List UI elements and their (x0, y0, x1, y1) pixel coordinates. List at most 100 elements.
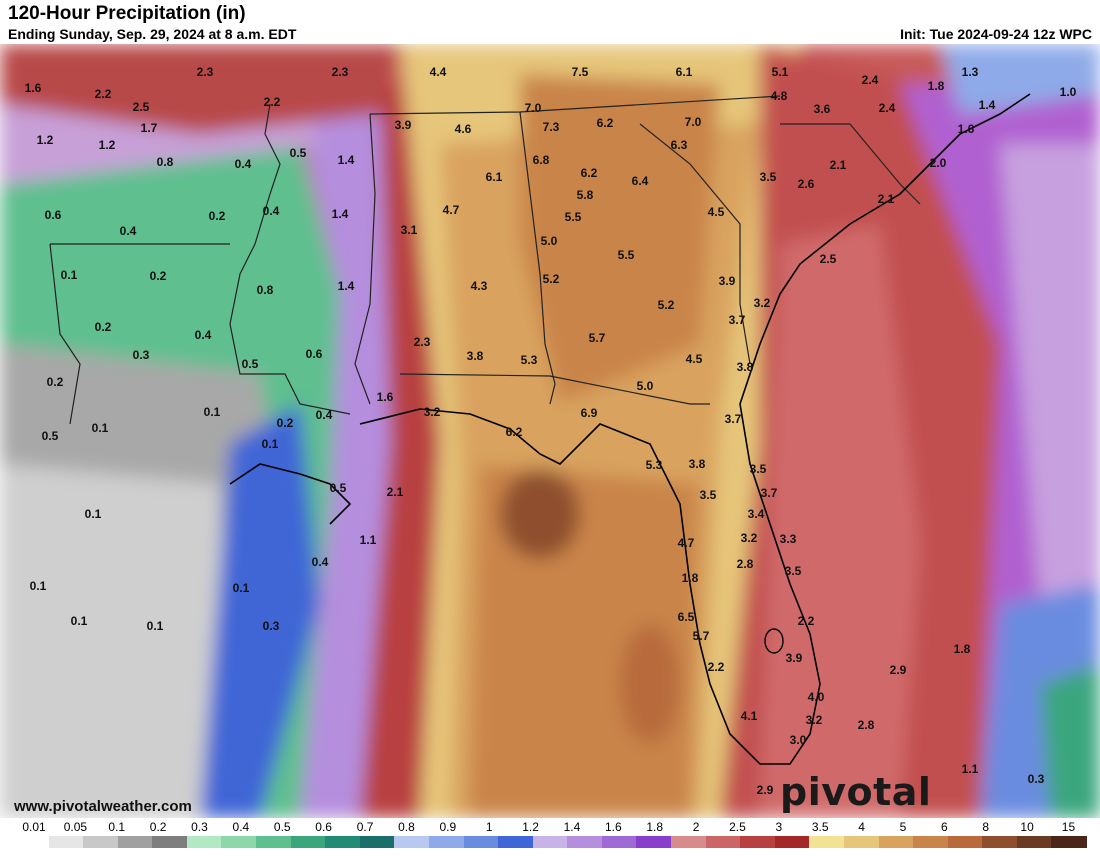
legend-swatch (498, 836, 535, 848)
legend-label: 0.2 (149, 820, 167, 834)
legend-label: 6 (940, 820, 948, 834)
legend-label: 1.6 (604, 820, 622, 834)
precip-value-label: 5.2 (658, 298, 675, 312)
precip-value-label: 3.5 (760, 170, 777, 184)
legend-swatch (774, 836, 811, 848)
precip-value-label: 0.2 (47, 375, 64, 389)
precip-value-label: 0.4 (312, 555, 329, 569)
precip-value-label: 2.2 (798, 614, 815, 628)
precip-value-label: 2.0 (930, 156, 947, 170)
precip-value-label: 0.2 (209, 209, 226, 223)
precip-value-label: 2.5 (820, 252, 837, 266)
precip-value-label: 2.3 (332, 65, 349, 79)
legend-label: 0.4 (232, 820, 250, 834)
legend-swatch (1051, 836, 1088, 848)
legend-swatch (48, 836, 85, 848)
precip-value-label: 4.0 (808, 690, 825, 704)
precip-value-label: 1.6 (377, 390, 394, 404)
precip-value-label: 1.4 (338, 279, 355, 293)
precip-value-label: 2.5 (133, 100, 150, 114)
precip-value-label: 2.3 (414, 335, 431, 349)
precip-value-label: 7.0 (685, 115, 702, 129)
precip-value-label: 0.3 (1028, 772, 1045, 786)
legend-label: 3.5 (811, 820, 829, 834)
legend-swatch (325, 836, 362, 848)
legend-label: 1 (485, 820, 493, 834)
init-time: Init: Tue 2024-09-24 12z WPC (900, 26, 1092, 42)
precip-value-label: 3.5 (700, 488, 717, 502)
precip-value-label: 5.3 (646, 458, 663, 472)
coastline (229, 93, 1031, 765)
legend-label: 1.2 (522, 820, 539, 834)
precip-value-label: 2.1 (387, 485, 404, 499)
legend-label: 0.05 (63, 820, 88, 834)
precip-value-label: 4.7 (443, 203, 460, 217)
precip-value-label: 6.8 (533, 153, 550, 167)
legend-label: 8 (982, 820, 990, 834)
legend-label: 1.8 (646, 820, 664, 834)
legend-swatch (428, 836, 465, 848)
valid-time-subtitle: Ending Sunday, Sep. 29, 2024 at 8 a.m. E… (8, 26, 297, 42)
precip-value-label: 1.1 (962, 762, 979, 776)
legend-label: 3 (775, 820, 783, 834)
legend-label: 2.5 (729, 820, 746, 834)
precip-value-label: 7.5 (572, 65, 589, 79)
legend-swatch (463, 836, 500, 848)
legend-swatch (532, 836, 569, 848)
precip-value-label: 5.1 (772, 65, 789, 79)
precip-value-label: 2.8 (737, 557, 754, 571)
precip-value-label: 0.8 (257, 283, 274, 297)
precip-value-label: 3.9 (395, 118, 412, 132)
precip-value-label: 3.2 (424, 405, 441, 419)
precip-value-label: 5.8 (577, 188, 594, 202)
precip-value-label: 4.8 (771, 89, 788, 103)
precip-value-label: 0.1 (30, 579, 47, 593)
precip-value-label: 6.3 (671, 138, 688, 152)
precip-value-label: 3.5 (785, 564, 802, 578)
precip-value-label: 6.2 (597, 116, 614, 130)
legend-swatch (256, 836, 293, 848)
legend-swatch (186, 836, 223, 848)
header: 120-Hour Precipitation (in) Ending Sunda… (0, 0, 1100, 44)
precip-value-label: 1.8 (682, 571, 699, 585)
precip-value-label: 0.2 (95, 320, 112, 334)
precip-value-label: 3.8 (737, 360, 754, 374)
precip-value-label: 0.1 (233, 581, 250, 595)
precip-value-label: 6.4 (632, 174, 649, 188)
precip-value-label: 1.4 (338, 153, 355, 167)
color-legend: 0.01 0.05 0.1 0.2 0.3 0.4 0.5 0.6 0.7 0.8 0.9 1 1.2 1… (0, 818, 1100, 850)
precip-value-label: 0.4 (263, 204, 280, 218)
precip-value-label: 1.0 (1060, 85, 1077, 99)
legend-label: 0.1 (108, 820, 126, 834)
legend-swatch (1016, 836, 1053, 848)
precip-value-label: 6.9 (581, 406, 598, 420)
legend-label: 0.3 (191, 820, 208, 834)
precip-value-label: 0.1 (61, 268, 78, 282)
legend-label: 0.01 (22, 820, 46, 834)
legend-label: 0.5 (273, 820, 291, 834)
precip-value-label: 1.8 (928, 79, 945, 93)
precip-value-label: 3.2 (754, 296, 771, 310)
legend-label: 15 (1061, 820, 1076, 834)
precip-value-label: 3.8 (689, 457, 706, 471)
precip-value-label: 4.7 (678, 536, 695, 550)
precip-value-label: 3.7 (729, 313, 746, 327)
precip-value-label: 4.1 (741, 709, 758, 723)
precip-value-label: 6.5 (678, 610, 695, 624)
value-labels: 1.6 2.2 2.3 2.3 4.4 7.5 6.1 5.1 2.4 1.3 1.8 1.0 2.5 1… (25, 65, 1077, 797)
precip-value-label: 4.3 (471, 279, 488, 293)
precip-value-label: 0.4 (235, 157, 252, 171)
precip-value-label: 0.5 (330, 481, 347, 495)
precip-value-label: 3.6 (814, 102, 831, 116)
legend-swatch (601, 836, 638, 848)
precip-value-label: 2.6 (798, 177, 815, 191)
precip-value-label: 1.6 (958, 122, 975, 136)
precip-value-label: 0.1 (85, 507, 102, 521)
precip-value-label: 0.6 (45, 208, 62, 222)
map-title: 120-Hour Precipitation (in) (8, 3, 246, 24)
legend-swatch (221, 836, 258, 848)
precip-value-label: 3.7 (725, 412, 742, 426)
precip-value-label: 2.1 (830, 158, 847, 172)
precip-value-label: 3.0 (790, 733, 807, 747)
precip-value-label: 4.6 (455, 122, 472, 136)
